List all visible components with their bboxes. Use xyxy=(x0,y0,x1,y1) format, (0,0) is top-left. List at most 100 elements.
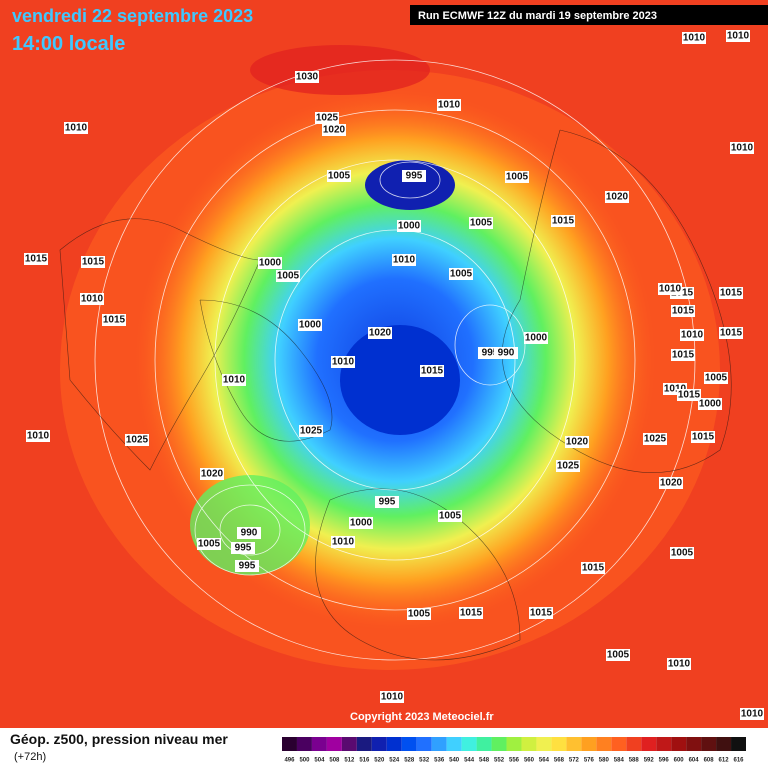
isobar-label-bg xyxy=(102,314,126,326)
low-core xyxy=(340,325,460,435)
scale-label: 496 xyxy=(284,758,295,764)
scale-swatch xyxy=(371,737,387,751)
isobar-label-bg xyxy=(726,30,750,42)
isobar-label-bg xyxy=(691,431,715,443)
isobar-label: 1015 xyxy=(720,288,743,299)
isobar-label-bg xyxy=(682,32,706,44)
scale-swatch xyxy=(626,737,642,751)
isobar-label-bg xyxy=(322,124,346,136)
scale-label: 552 xyxy=(494,758,505,764)
isobar-label: 1010 xyxy=(332,357,355,368)
isobar-label-bg xyxy=(565,436,589,448)
isobar-label-bg xyxy=(494,347,518,359)
scale-swatch xyxy=(536,737,552,751)
scale-swatch xyxy=(356,737,372,751)
product-title: Géop. z500, pression niveau mer xyxy=(10,731,228,747)
isobar-label-bg xyxy=(81,256,105,268)
isobar-label-bg xyxy=(276,270,300,282)
ridge xyxy=(250,45,430,95)
isobar-label: 1020 xyxy=(566,437,589,448)
isobar-label: 1015 xyxy=(692,432,715,443)
isobar-label: 1005 xyxy=(705,373,728,384)
isobar-label-bg xyxy=(680,329,704,341)
isobar-label-bg xyxy=(26,430,50,442)
isobar-label-bg xyxy=(375,496,399,508)
isobar-label-bg xyxy=(237,527,261,539)
isobar-label-bg xyxy=(449,268,473,280)
isobar-label-bg xyxy=(420,365,444,377)
run-info: Run ECMWF 12Z du mardi 19 septembre 2023 xyxy=(418,10,657,22)
scale-swatch xyxy=(581,737,597,751)
scale-swatch xyxy=(326,737,342,751)
scale-label: 524 xyxy=(389,758,400,764)
scale-label: 508 xyxy=(329,758,340,764)
isobar-label: 1020 xyxy=(201,469,224,480)
isobar-label-bg xyxy=(235,560,259,572)
scale-swatch xyxy=(656,737,672,751)
scale-swatch xyxy=(431,737,447,751)
scale-label: 588 xyxy=(629,758,640,764)
isobar-label: 1025 xyxy=(644,434,667,445)
isobar-label: 1020 xyxy=(606,192,629,203)
isobar-label-bg xyxy=(315,112,339,124)
scale-swatch xyxy=(282,737,297,751)
isobar-label-bg xyxy=(719,327,743,339)
isobar-label: 1005 xyxy=(277,271,300,282)
scale-label: 544 xyxy=(464,758,475,764)
isobar-label-bg xyxy=(581,562,605,574)
isobar-label-bg xyxy=(730,142,754,154)
isobar-label-bg xyxy=(670,547,694,559)
isobar-label-bg xyxy=(437,99,461,111)
scale-label: 604 xyxy=(689,758,700,764)
scale-label: 600 xyxy=(674,758,685,764)
isobar-label: 1015 xyxy=(530,608,553,619)
scale-label: 548 xyxy=(479,758,490,764)
run-banner xyxy=(410,5,768,25)
isobar-label: 1015 xyxy=(672,306,695,317)
isobar-label: 1025 xyxy=(126,435,149,446)
isobar-label-bg xyxy=(698,398,722,410)
isobar-label: 1000 xyxy=(398,221,421,232)
scale-swatch xyxy=(461,737,477,751)
isobar-label: 1015 xyxy=(82,257,105,268)
isobar-label-bg xyxy=(392,254,416,266)
isobar-label: 1000 xyxy=(525,333,548,344)
isobar-label-bg xyxy=(667,658,691,670)
isobar-label: 1015 xyxy=(582,563,605,574)
isobar-label-bg xyxy=(438,510,462,522)
scale-label: 512 xyxy=(344,758,355,764)
isobar-label-bg xyxy=(295,71,319,83)
isobar-label: 1000 xyxy=(350,518,373,529)
isobar-label-bg xyxy=(605,191,629,203)
scale-swatch xyxy=(311,737,327,751)
isobar-label: 1005 xyxy=(450,269,473,280)
isobar-label: 1030 xyxy=(296,72,319,83)
isobar-label: 1015 xyxy=(421,366,444,377)
scale-label: 596 xyxy=(659,758,670,764)
scale-swatch xyxy=(401,737,417,751)
isobar-label-bg xyxy=(551,215,575,227)
scale-swatch xyxy=(686,737,702,751)
scale-label: 536 xyxy=(434,758,445,764)
scale-swatch xyxy=(296,737,312,751)
isobar-label-bg xyxy=(222,374,246,386)
low-core xyxy=(365,160,455,210)
isobar-label-bg xyxy=(740,708,764,720)
scale-label: 580 xyxy=(599,758,610,764)
scale-label: 576 xyxy=(584,758,595,764)
scale-swatch xyxy=(671,737,687,751)
isobar-label-bg xyxy=(606,649,630,661)
scale-label: 500 xyxy=(299,758,310,764)
scale-label: 608 xyxy=(704,758,715,764)
isobar-label: 995 xyxy=(235,543,252,554)
scale-label: 568 xyxy=(554,758,565,764)
scale-label: 556 xyxy=(509,758,520,764)
isobar-label-bg xyxy=(299,425,323,437)
isobar-label: 1005 xyxy=(439,511,462,522)
scale-swatch xyxy=(596,737,612,751)
isobar-label: 1015 xyxy=(460,608,483,619)
scale-swatch xyxy=(521,737,537,751)
isobar-label: 1015 xyxy=(671,288,694,299)
isobar-label-bg xyxy=(331,356,355,368)
scale-label: 584 xyxy=(614,758,625,764)
